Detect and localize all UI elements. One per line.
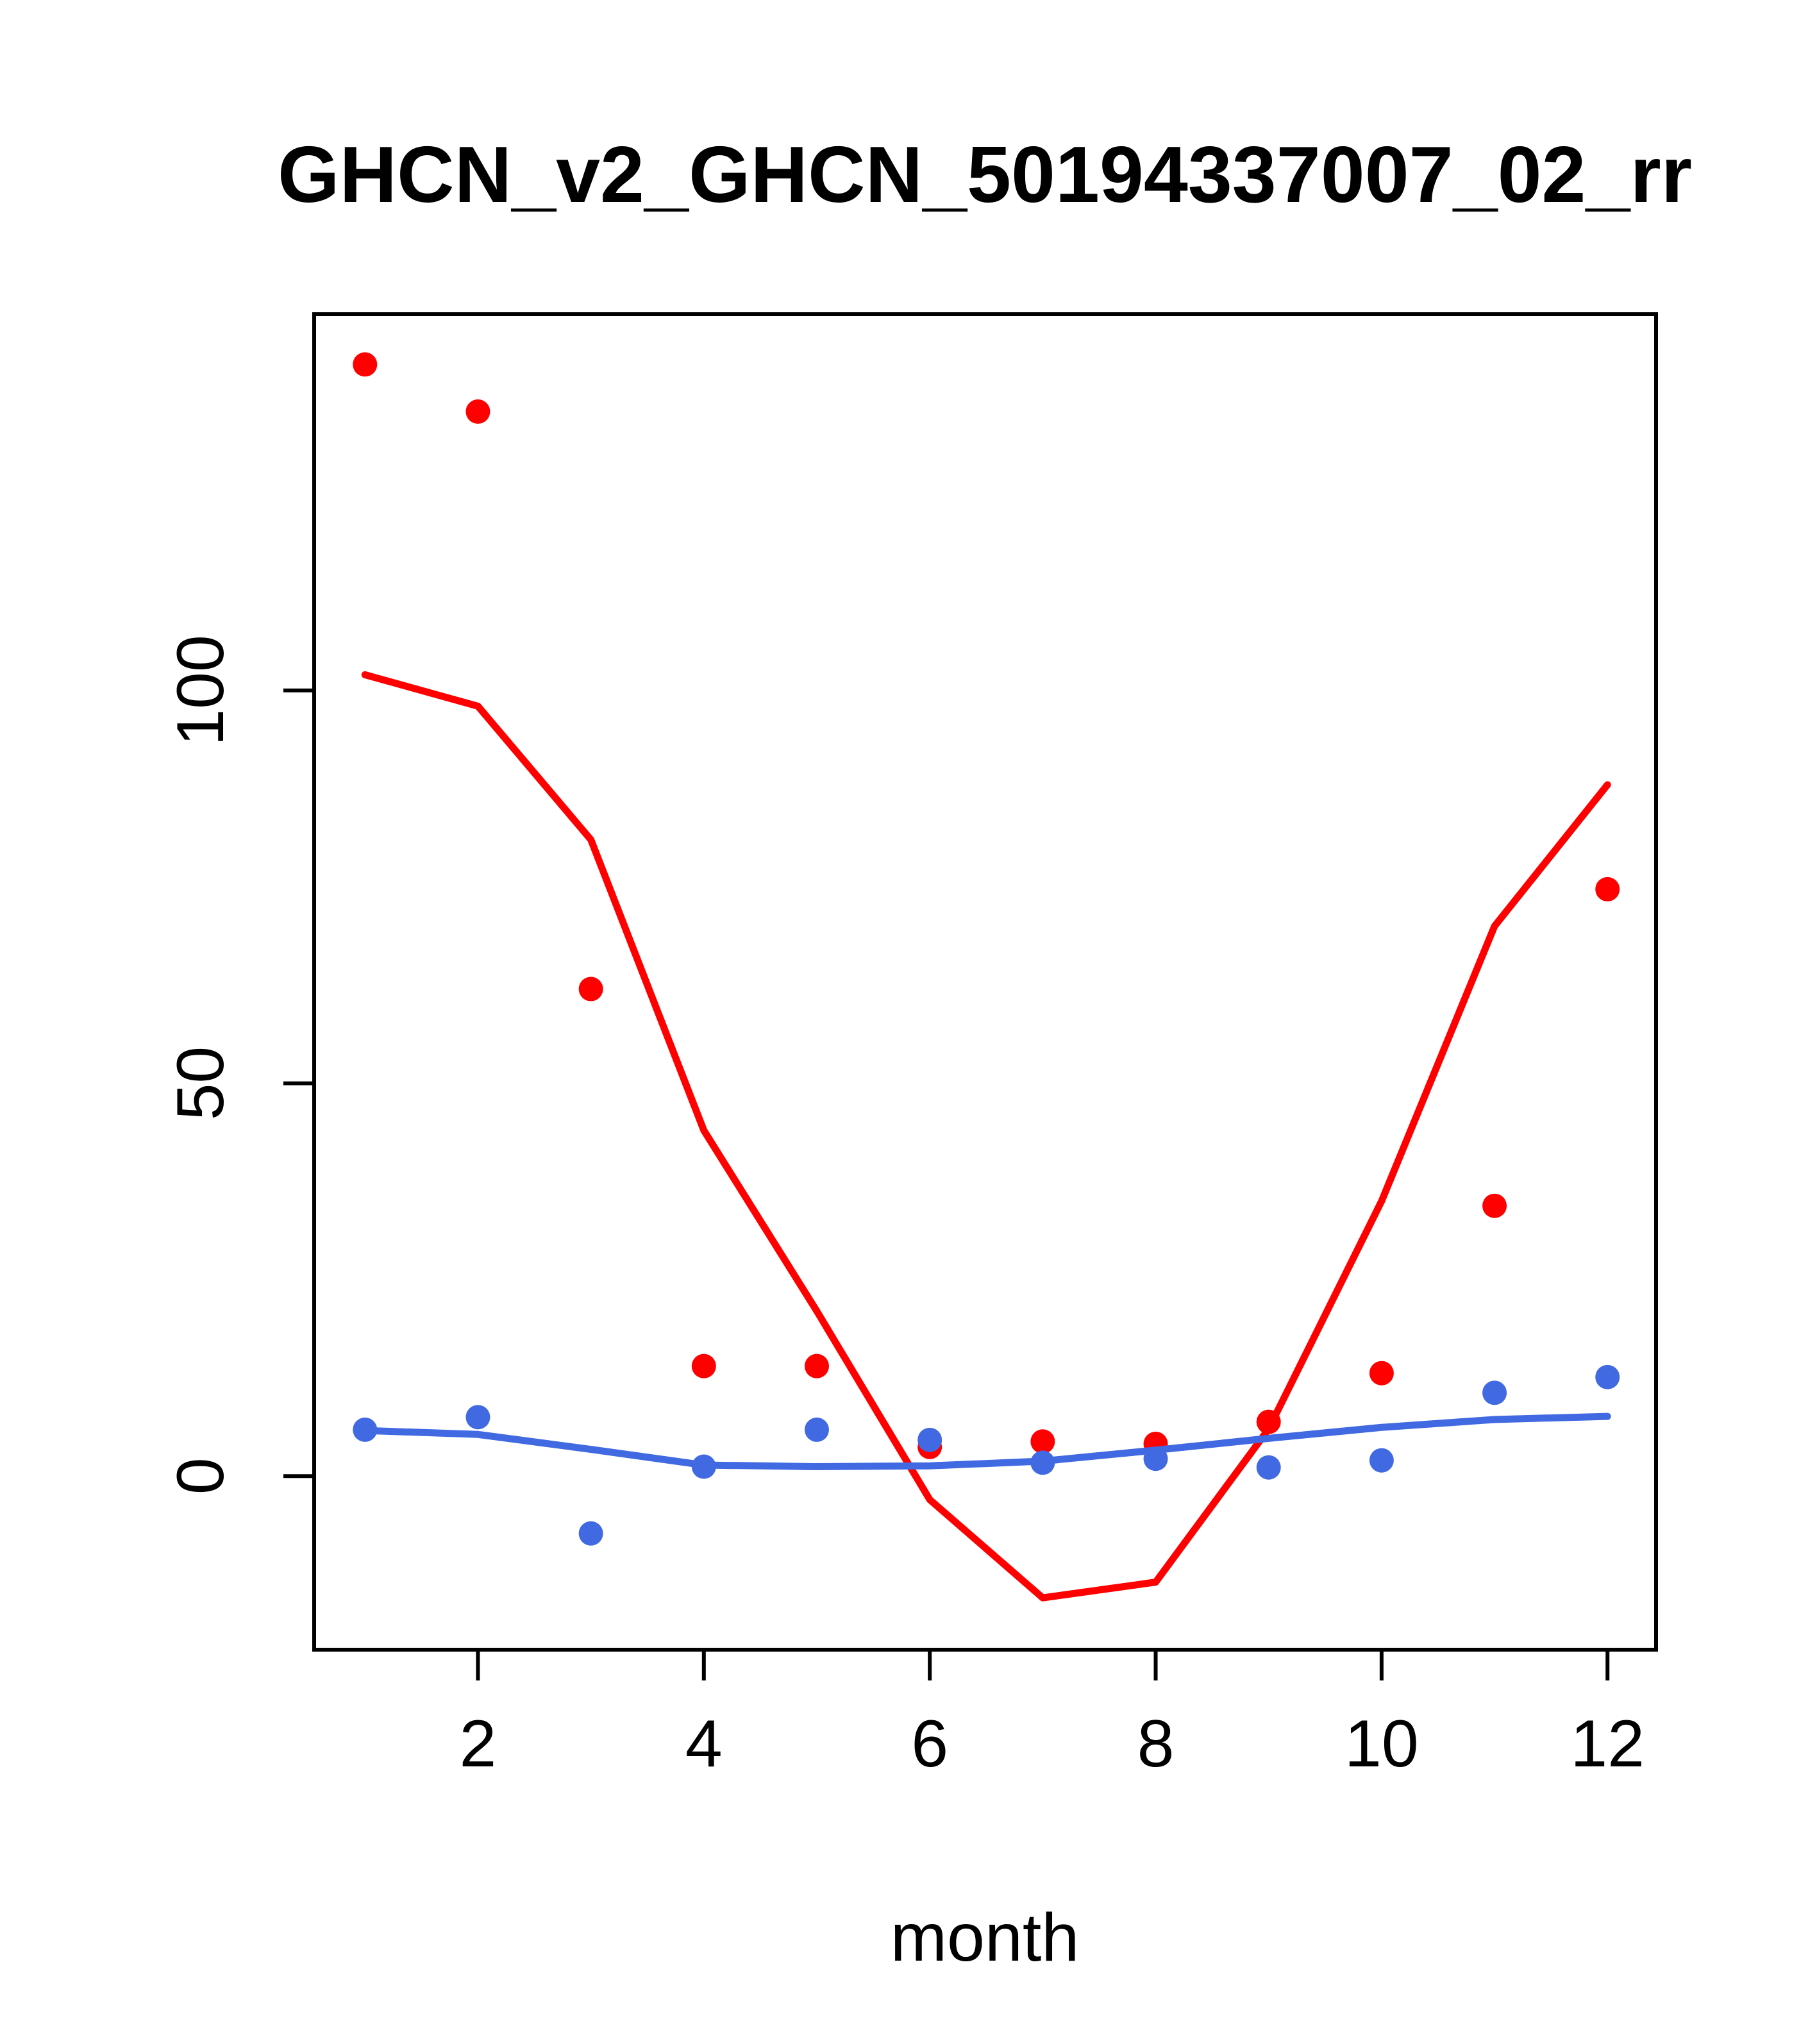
red-point xyxy=(691,1353,716,1378)
x-axis-ticks: 2 4 6 8 10 12 xyxy=(460,1650,1645,1781)
blue-points-group xyxy=(353,1364,1620,1546)
x-tick-label: 2 xyxy=(460,1707,497,1781)
blue-point xyxy=(465,1405,490,1430)
x-tick-label: 10 xyxy=(1344,1707,1419,1781)
red-point xyxy=(1369,1361,1394,1386)
blue-point xyxy=(1595,1364,1620,1389)
red-loess-line xyxy=(361,671,1611,1602)
red-point xyxy=(1482,1193,1507,1218)
y-tick-label: 100 xyxy=(163,635,238,746)
blue-point xyxy=(917,1427,942,1452)
red-point xyxy=(1030,1429,1055,1454)
blue-point xyxy=(353,1417,378,1442)
blue-point xyxy=(578,1521,603,1546)
x-tick-label: 6 xyxy=(911,1707,948,1781)
red-point xyxy=(1595,876,1620,901)
red-point xyxy=(578,976,603,1001)
plot-border xyxy=(312,312,1658,1652)
chart-title: GHCN_v2_GHCN_50194337007_02_rr xyxy=(278,131,1692,219)
series-layer xyxy=(353,352,1620,1602)
x-axis-title: month xyxy=(891,1900,1080,1975)
blue-point xyxy=(1256,1455,1281,1480)
blue-point xyxy=(1143,1446,1168,1471)
blue-loess-line xyxy=(361,1412,1611,1471)
y-tick-label: 50 xyxy=(163,1046,238,1121)
x-tick-label: 4 xyxy=(685,1707,723,1781)
x-tick-label: 8 xyxy=(1137,1707,1175,1781)
red-point xyxy=(804,1353,829,1378)
red-point xyxy=(1256,1409,1281,1434)
blue-point xyxy=(1030,1450,1055,1475)
y-tick-label: 0 xyxy=(163,1457,238,1495)
blue-point xyxy=(1369,1448,1394,1473)
x-tick-label: 12 xyxy=(1570,1707,1645,1781)
y-axis-ticks: 0 50 100 xyxy=(163,635,314,1495)
blue-point xyxy=(1482,1380,1507,1405)
red-point xyxy=(465,399,490,424)
blue-point xyxy=(804,1417,829,1442)
red-point xyxy=(353,352,378,377)
blue-point xyxy=(691,1454,716,1479)
